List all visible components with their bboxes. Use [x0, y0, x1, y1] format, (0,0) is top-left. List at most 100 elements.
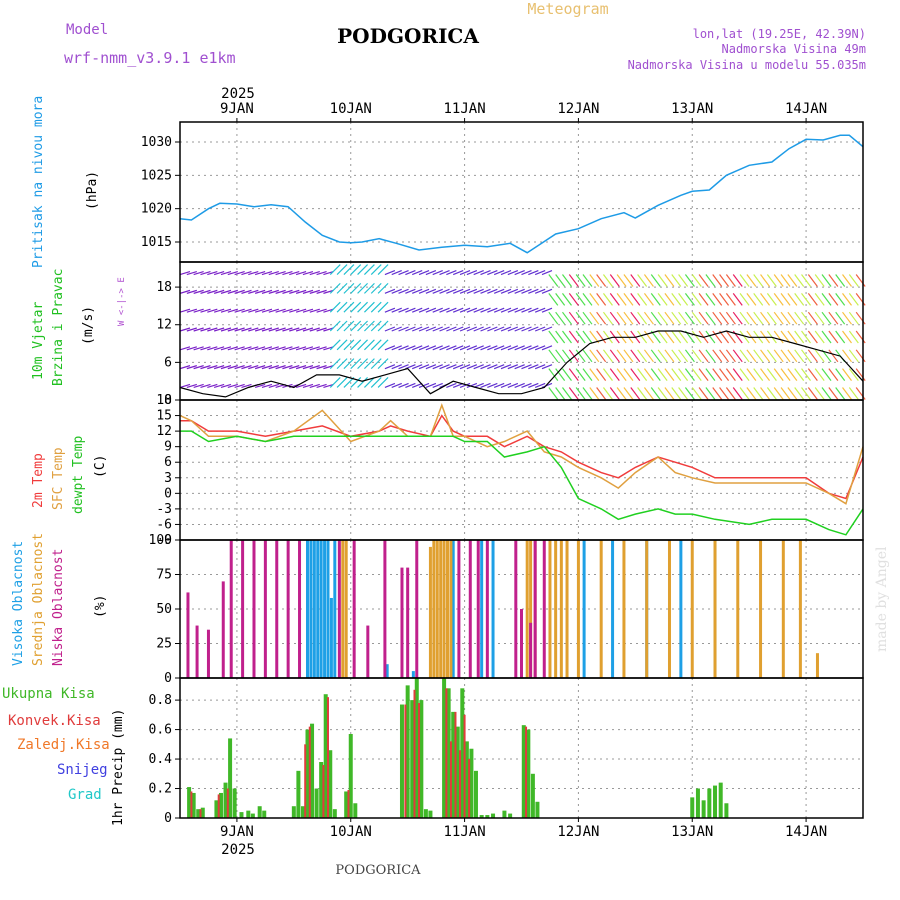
temp-tick-label: -3	[156, 502, 172, 517]
cloud-bar	[560, 540, 563, 678]
cloud-bar	[345, 540, 348, 678]
temp-tick-label: -6	[156, 517, 172, 532]
cloud-bar	[222, 581, 225, 678]
precip-tick-label: 0.8	[149, 693, 172, 708]
bottom-date-label: 10JAN	[330, 824, 372, 840]
cloud-bar	[298, 540, 301, 678]
precip-legend-frozen: Zaledj.Kisa	[17, 737, 110, 753]
precip-bar	[690, 797, 694, 818]
model-elevation-label: Nadmorska Visina u modelu 55.035m	[628, 58, 866, 72]
temp-unit: (C)	[93, 455, 108, 478]
temp-2m-label: 2m Temp	[31, 453, 46, 508]
precip-bar	[199, 809, 201, 818]
top-date-label: 14JAN	[785, 101, 827, 117]
cloud-bar	[691, 540, 694, 678]
precip-bar	[327, 697, 329, 818]
precip-bar	[296, 771, 300, 818]
cloud-bar	[341, 540, 344, 678]
year-top-label: 2025	[221, 86, 255, 102]
cloud-bar	[383, 540, 386, 678]
temp-tick-label: 9	[164, 440, 172, 455]
precip-bar	[292, 806, 296, 818]
cloud-bar	[306, 540, 309, 678]
cloud-bar	[543, 540, 546, 678]
wind-compass: W <-|-> E	[117, 277, 127, 326]
precip-bar	[333, 809, 337, 818]
cloud-bar	[406, 568, 409, 678]
bottom-date-label: 12JAN	[557, 824, 599, 840]
precip-bar	[525, 727, 527, 818]
cloud-bar	[486, 540, 489, 678]
cloud-bar	[333, 540, 336, 678]
plot-backgrounds	[180, 122, 863, 818]
precip-tick-label: 0.2	[149, 782, 172, 797]
wind-tick-label: 18	[156, 280, 172, 295]
page-title: PODGORICA	[337, 24, 479, 48]
cloud-bar	[252, 540, 255, 678]
pressure-plot-area	[180, 122, 863, 262]
cloud-bar	[457, 540, 460, 678]
top-date-label: 12JAN	[557, 101, 599, 117]
precip-bar	[218, 794, 220, 818]
precip-bar	[353, 803, 357, 818]
year-bottom-label: 2025	[221, 842, 255, 858]
precip-bar	[459, 750, 461, 818]
cloud-bar	[436, 540, 439, 678]
cloud-bar	[353, 540, 356, 678]
cloud-bar	[736, 540, 739, 678]
cloud-tick-label: 50	[156, 602, 172, 617]
cloud-high-label: Visoka Oblacnost	[11, 541, 26, 666]
cloud-bar	[492, 540, 495, 678]
wind-tick-label: 12	[156, 318, 172, 333]
model-label: Model	[66, 22, 108, 38]
pressure-tick-label: 1020	[141, 202, 172, 217]
precip-plot-area	[180, 678, 863, 818]
precip-bar	[315, 789, 319, 818]
cloud-bar	[432, 540, 435, 678]
cloud-bar	[412, 671, 415, 678]
cloud-bar	[313, 540, 316, 678]
cloud-bar	[566, 540, 569, 678]
cloud-bar	[264, 540, 267, 678]
precip-bar	[468, 759, 470, 818]
temp-tick-label: 6	[164, 455, 172, 470]
temp-tick-label: 12	[156, 424, 172, 439]
meteogram: 1015102010251030061218-9-6-3036912151802…	[0, 0, 900, 900]
precip-bar	[531, 774, 535, 818]
top-date-label: 11JAN	[444, 101, 486, 117]
precip-bar	[535, 802, 539, 818]
elevation-label: Nadmorska Visina 49m	[722, 42, 867, 56]
cloud-bar	[429, 547, 432, 678]
precip-bar	[233, 789, 237, 818]
precip-bar	[702, 800, 706, 818]
cloud-tick-label: 75	[156, 568, 172, 583]
temp-tick-label: 3	[164, 471, 172, 486]
cloud-bar	[645, 540, 648, 678]
top-date-label: 13JAN	[671, 101, 713, 117]
cloud-bar	[443, 540, 446, 678]
top-date-label: 10JAN	[330, 101, 372, 117]
precip-bar	[502, 811, 506, 818]
pressure-tick-label: 1030	[141, 135, 172, 150]
lonlat-label: lon,lat (19.25E, 42.39N)	[693, 27, 866, 41]
cloud-bar	[326, 540, 329, 678]
cloud-bar	[583, 540, 586, 678]
cloud-bar	[366, 626, 369, 678]
temp-dewpt-label: dewpt Temp	[71, 436, 86, 514]
pressure-unit: (hPa)	[85, 171, 100, 210]
cloud-bar	[207, 630, 210, 678]
precip-bar	[428, 811, 432, 818]
cloud-unit: (%)	[93, 595, 108, 618]
cloud-bar	[600, 540, 603, 678]
precip-bar	[707, 789, 711, 818]
precip-legend-snow: Snijeg	[57, 762, 108, 778]
precip-bar	[262, 811, 266, 818]
temp-tick-label: 18	[156, 393, 172, 408]
cloud-mid-label: Srednja Oblacnost	[31, 533, 46, 666]
cloud-bar	[439, 540, 442, 678]
cloud-low-label: Niska Oblacnost	[51, 549, 66, 666]
cloud-bar	[330, 598, 333, 678]
precip-legend-conv: Konvek.Kisa	[8, 713, 101, 729]
cloud-bar	[196, 626, 199, 678]
cloud-bar	[338, 540, 341, 678]
